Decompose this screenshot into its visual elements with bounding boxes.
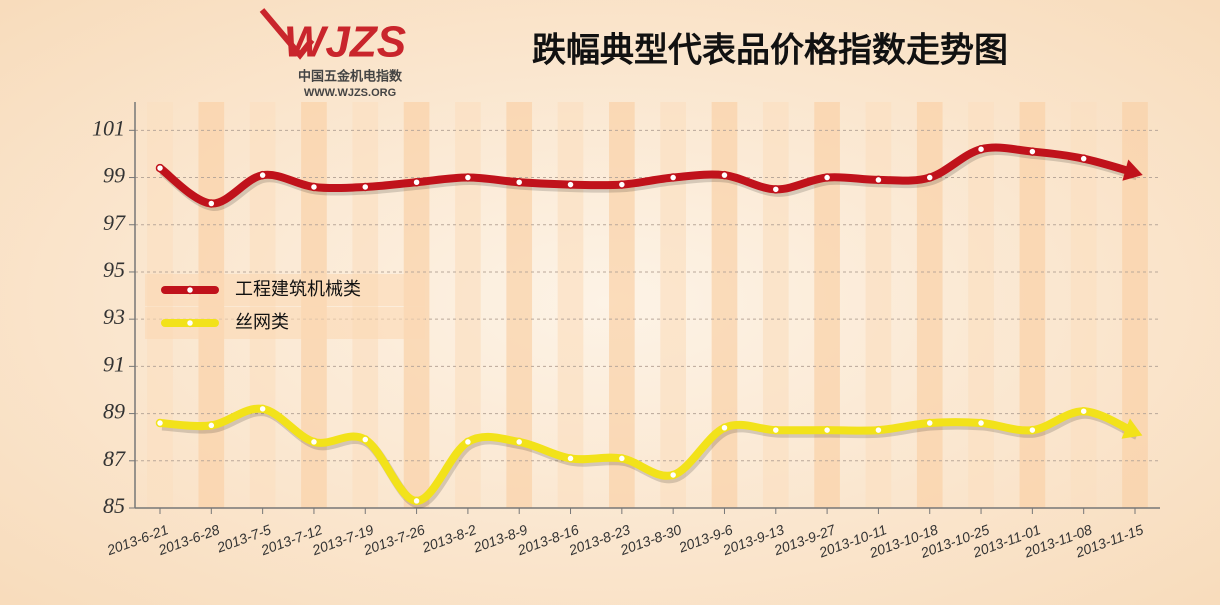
legend-marker xyxy=(185,285,195,295)
stripe xyxy=(762,102,789,508)
stripe xyxy=(865,102,892,508)
stripe xyxy=(1122,102,1148,508)
y-tick-label: 91 xyxy=(103,351,125,376)
stripe xyxy=(814,102,840,508)
stripe xyxy=(609,102,635,508)
marker xyxy=(822,425,832,435)
y-tick-label: 101 xyxy=(92,115,125,140)
y-tick-label: 85 xyxy=(103,493,125,518)
y-tick-label: 89 xyxy=(103,399,125,424)
marker xyxy=(258,170,267,180)
marker xyxy=(771,425,781,435)
y-tick-label: 95 xyxy=(103,257,125,282)
legend-marker xyxy=(185,318,195,328)
marker xyxy=(668,470,678,480)
stripe xyxy=(557,102,584,508)
marker xyxy=(155,418,165,428)
marker xyxy=(874,425,883,435)
stripe xyxy=(711,102,738,508)
stripe xyxy=(916,102,943,508)
marker xyxy=(566,180,575,189)
marker xyxy=(309,182,319,192)
arrow-head xyxy=(1122,159,1143,181)
marker xyxy=(925,418,934,428)
legend-label: 丝网类 xyxy=(235,312,289,333)
marker xyxy=(822,173,832,182)
marker xyxy=(412,178,421,187)
logo-arrow xyxy=(259,8,315,60)
stripe xyxy=(1070,102,1097,508)
stripe xyxy=(968,102,994,508)
marker xyxy=(463,437,473,447)
marker xyxy=(207,421,216,430)
marker xyxy=(514,437,524,447)
marker xyxy=(566,454,575,463)
y-tick-label: 97 xyxy=(103,210,126,235)
logo-subtitle: 中国五金机电指数 xyxy=(298,69,403,85)
marker xyxy=(155,163,165,173)
marker xyxy=(976,144,986,154)
marker xyxy=(207,199,216,208)
marker xyxy=(720,170,729,180)
y-tick-label: 93 xyxy=(103,304,125,329)
legend-label: 工程建筑机械类 xyxy=(235,279,361,300)
marker xyxy=(361,435,370,444)
logo: WJZS 中国五金机电指数 WWW.WJZS.ORG xyxy=(259,8,406,99)
logo-url: WWW.WJZS.ORG xyxy=(304,87,396,99)
marker xyxy=(463,173,473,182)
marker xyxy=(361,182,370,192)
marker xyxy=(309,437,319,447)
marker xyxy=(720,423,729,432)
marker xyxy=(925,173,934,182)
marker xyxy=(1079,406,1088,416)
chart-title: 跌幅典型代表品价格指数走势图 xyxy=(532,31,1008,71)
marker xyxy=(1079,154,1088,163)
marker xyxy=(1028,425,1037,435)
stripe xyxy=(660,102,686,508)
marker xyxy=(1028,147,1037,156)
stripe xyxy=(1019,102,1046,508)
marker xyxy=(617,180,627,189)
marker xyxy=(668,173,678,182)
marker xyxy=(514,178,524,187)
marker xyxy=(874,175,883,185)
marker xyxy=(617,454,627,463)
marker xyxy=(258,404,267,414)
marker xyxy=(771,185,781,194)
line xyxy=(156,404,1139,505)
y-tick-label: 99 xyxy=(103,163,125,188)
y-tick-label: 87 xyxy=(103,446,126,471)
marker xyxy=(412,496,421,506)
logo-text: WJZS xyxy=(284,18,406,67)
marker xyxy=(976,418,986,428)
arrow-head xyxy=(1121,418,1143,439)
